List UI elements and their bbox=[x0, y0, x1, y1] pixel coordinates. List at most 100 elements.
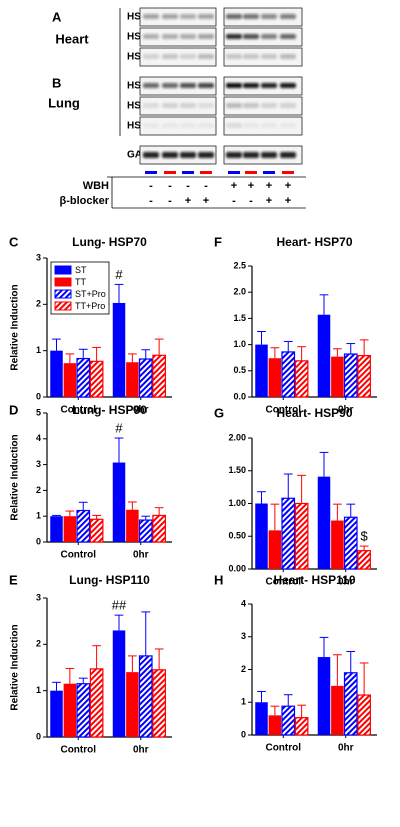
legend-swatch bbox=[54, 277, 72, 287]
blot-band bbox=[180, 54, 196, 59]
blot-band bbox=[143, 103, 159, 108]
annotation: $ bbox=[361, 529, 369, 544]
bar bbox=[152, 354, 166, 398]
bar bbox=[152, 669, 166, 738]
chart-title: Heart- HSP110 bbox=[273, 573, 355, 587]
y-tick-label: 2.5 bbox=[233, 260, 246, 270]
lane-color bbox=[245, 171, 257, 174]
bar bbox=[343, 516, 358, 570]
blot-band bbox=[180, 103, 196, 108]
y-tick-label: 1 bbox=[36, 685, 41, 695]
x-tick-label: 0hr bbox=[133, 405, 149, 416]
condition-sign: - bbox=[232, 195, 236, 207]
blot-band bbox=[261, 152, 277, 158]
panel-letter: A bbox=[52, 9, 62, 24]
y-tick-label: 0.00 bbox=[228, 563, 246, 573]
bar bbox=[357, 550, 371, 570]
blot-band bbox=[226, 152, 242, 158]
blot-band bbox=[243, 152, 259, 158]
y-tick-label: 1 bbox=[36, 345, 41, 355]
blot-band bbox=[226, 123, 242, 128]
blot-band bbox=[162, 123, 178, 128]
bar bbox=[331, 685, 344, 735]
annotation: # bbox=[115, 267, 123, 282]
blot-band bbox=[280, 83, 296, 88]
legend-label: TT+Pro bbox=[75, 301, 105, 311]
y-tick-label: 1.0 bbox=[233, 339, 246, 349]
bar bbox=[76, 357, 91, 398]
y-tick-label: 1.00 bbox=[228, 498, 246, 508]
x-tick-label: Control bbox=[60, 550, 96, 561]
lane-color bbox=[263, 171, 275, 174]
blot-band bbox=[280, 54, 296, 59]
blot-band bbox=[180, 83, 196, 88]
chart-title: Lung- HSP70 bbox=[72, 235, 147, 249]
condition-sign: - bbox=[149, 195, 153, 207]
bar bbox=[268, 715, 282, 735]
blot-band bbox=[243, 54, 259, 59]
blot-band bbox=[162, 34, 178, 39]
y-tick-label: 5 bbox=[36, 407, 41, 417]
x-tick-label: 0hr bbox=[133, 745, 149, 756]
panel-letter: H bbox=[214, 572, 223, 587]
y-tick-label: 0 bbox=[36, 536, 41, 546]
blot-band bbox=[198, 34, 214, 39]
y-tick-label: 3 bbox=[36, 459, 41, 469]
bar bbox=[76, 683, 91, 738]
panel-letter: C bbox=[9, 234, 19, 249]
blot-band bbox=[261, 83, 277, 88]
bar bbox=[255, 503, 268, 569]
y-tick-label: 2 bbox=[36, 299, 41, 309]
blot-band bbox=[261, 123, 277, 128]
y-tick-label: 2 bbox=[36, 485, 41, 495]
y-tick-label: 0 bbox=[36, 731, 41, 741]
y-tick-label: 0 bbox=[241, 729, 246, 739]
bar bbox=[112, 462, 126, 542]
chart-title: Lung- HSP110 bbox=[69, 573, 150, 587]
blot-band bbox=[280, 152, 296, 158]
bar bbox=[331, 520, 344, 569]
tissue-label: Lung bbox=[48, 95, 80, 110]
blot-band bbox=[243, 123, 259, 128]
x-tick-label: 0hr bbox=[133, 550, 149, 561]
bar bbox=[343, 353, 358, 398]
blot-band bbox=[198, 152, 214, 158]
blot-band bbox=[180, 34, 196, 39]
bar bbox=[126, 362, 139, 397]
bar bbox=[294, 502, 309, 570]
blot-band bbox=[261, 54, 277, 59]
legend-label: ST bbox=[75, 265, 87, 275]
bar bbox=[50, 350, 63, 397]
bar bbox=[112, 302, 126, 397]
blot-band bbox=[198, 54, 214, 59]
y-tick-label: 4 bbox=[241, 598, 246, 608]
condition-label: WBH bbox=[83, 180, 109, 192]
condition-sign: - bbox=[149, 180, 153, 192]
blot-band bbox=[198, 103, 214, 108]
y-tick-label: 0.50 bbox=[228, 531, 246, 541]
bar bbox=[281, 705, 296, 736]
blot-band bbox=[162, 103, 178, 108]
lane-color bbox=[282, 171, 294, 174]
y-tick-label: 3 bbox=[36, 592, 41, 602]
blot-band bbox=[243, 83, 259, 88]
x-tick-label: Control bbox=[265, 577, 301, 588]
chart-title: Lung- HSP90 bbox=[72, 403, 147, 417]
bar bbox=[343, 672, 358, 736]
bar bbox=[357, 694, 371, 736]
blot-band bbox=[243, 34, 259, 39]
bar bbox=[89, 668, 104, 738]
blot-band bbox=[261, 14, 277, 19]
y-tick-label: 1.5 bbox=[233, 313, 246, 323]
blot-band bbox=[162, 14, 178, 19]
y-tick-label: 0.0 bbox=[233, 391, 246, 401]
y-tick-label: 3 bbox=[36, 252, 41, 262]
panel-letter: G bbox=[214, 405, 224, 420]
y-tick-label: 2.00 bbox=[228, 432, 246, 442]
blot-band bbox=[143, 152, 159, 158]
blot-band bbox=[162, 152, 178, 158]
lane-color bbox=[145, 171, 157, 174]
bar bbox=[294, 717, 309, 736]
blot-band bbox=[226, 83, 242, 88]
